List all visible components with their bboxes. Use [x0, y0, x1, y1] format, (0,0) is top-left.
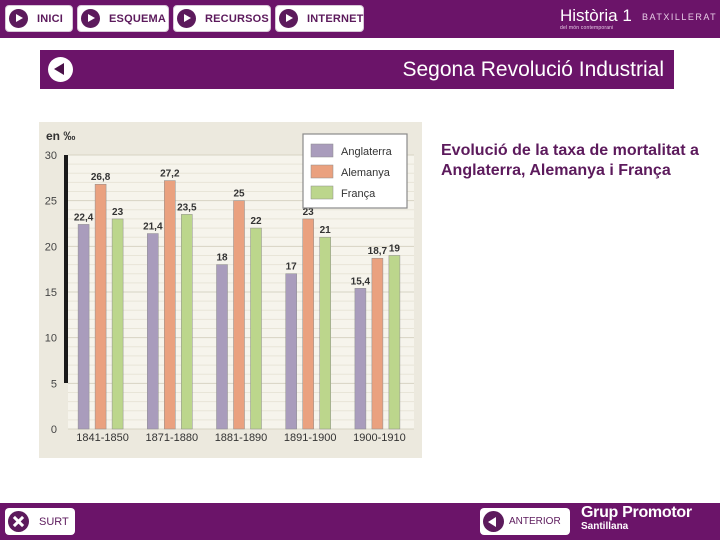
data-label: 15,4: [351, 276, 371, 287]
brand-subtitle: del món contemporani: [560, 25, 614, 31]
chart-svg: 0 5 10 15 20 25 30 en ‰ 22,4 26,8 23 1841-1850 21,4 2…: [45, 129, 414, 444]
previous-button-label: ANTERIOR: [509, 516, 561, 527]
legend-label: Anglaterra: [341, 146, 393, 158]
nav-button-label: RECURSOS: [205, 12, 269, 25]
bar: [233, 200, 245, 430]
mortality-chart: 0 5 10 15 20 25 30 en ‰ 22,4 26,8 23 1841-1850 21,4 2…: [39, 122, 422, 458]
back-arrow-icon[interactable]: [48, 57, 73, 82]
data-label: 27,2: [160, 169, 180, 180]
bar: [216, 264, 228, 430]
logo-line2: Santillana: [581, 521, 629, 532]
nav-button-internet[interactable]: INTERNET: [275, 5, 364, 32]
bar: [285, 273, 297, 430]
y-tick-label: 15: [45, 287, 57, 299]
y-tick-label: 30: [45, 150, 57, 162]
data-label: 25: [233, 189, 245, 200]
logo-line1: Grup Promotor: [581, 504, 692, 521]
x-tick-label: 1871-1880: [145, 432, 198, 444]
bar: [250, 227, 262, 430]
bar: [164, 180, 176, 430]
data-label: 21,4: [143, 222, 163, 233]
x-tick-label: 1900-1910: [353, 432, 406, 444]
data-label: 23,5: [177, 202, 197, 213]
legend-label: Alemanya: [341, 167, 391, 179]
y-tick-label: 25: [45, 196, 57, 208]
bar: [319, 236, 331, 430]
nav-button-label: ESQUEMA: [109, 12, 167, 25]
exit-button-label: SURT: [39, 515, 69, 528]
nav-button-label: INTERNET: [307, 12, 364, 25]
x-tick-label: 1881-1890: [215, 432, 268, 444]
legend-swatch: [310, 143, 334, 158]
legend-label: França: [341, 188, 376, 200]
chart-caption: Evolució de la taxa de mortalitat a Angl…: [441, 142, 699, 179]
data-label: 18,7: [368, 246, 388, 257]
bar: [371, 257, 384, 430]
brand-level: BATXILLERAT: [642, 12, 718, 22]
data-label: 23: [112, 207, 124, 218]
bar: [181, 214, 193, 430]
play-icon: [81, 9, 100, 28]
brand-title: Història 1: [560, 6, 632, 25]
exit-button[interactable]: SURT: [5, 508, 75, 535]
bar: [302, 218, 314, 430]
data-label: 18: [216, 253, 228, 264]
data-label: 19: [389, 243, 401, 254]
top-nav-bar: INICI ESQUEMA RECURSOS INTERNET Història…: [0, 0, 720, 38]
nav-button-recursos[interactable]: RECURSOS: [173, 5, 271, 32]
legend-swatch: [310, 164, 334, 179]
bar: [354, 288, 367, 430]
data-label: 22: [250, 216, 262, 227]
previous-button[interactable]: ANTERIOR: [480, 508, 570, 535]
data-label: 21: [320, 225, 332, 236]
x-tick-label: 1841-1850: [76, 432, 129, 444]
y-axis-bar: [64, 155, 68, 383]
bar: [388, 255, 401, 430]
legend-swatch: [310, 185, 334, 200]
nav-button-esquema[interactable]: ESQUEMA: [77, 5, 169, 32]
data-label: 23: [303, 207, 315, 218]
nav-button-label: INICI: [37, 12, 64, 25]
close-icon: [8, 511, 29, 532]
y-axis-label: en ‰: [46, 129, 75, 143]
play-icon: [279, 9, 298, 28]
y-tick-label: 10: [45, 333, 57, 345]
page-title: Segona Revolució Industrial: [402, 58, 665, 81]
back-arrow-icon: [483, 511, 504, 532]
publisher-logo: Grup Promotor Santillana: [581, 504, 692, 532]
play-icon: [9, 9, 28, 28]
y-tick-label: 0: [51, 424, 57, 436]
x-tick-label: 1891-1900: [284, 432, 337, 444]
title-bar: Segona Revolució Industrial: [40, 50, 674, 89]
data-label: 22,4: [74, 212, 94, 223]
bar: [94, 183, 107, 430]
y-tick-label: 5: [51, 378, 57, 390]
bottom-bar: SURT ANTERIOR Grup Promotor Santillana: [0, 503, 720, 540]
bar: [147, 233, 159, 430]
nav-button-inici[interactable]: INICI: [5, 5, 73, 32]
bar: [77, 224, 90, 430]
y-tick-label: 20: [45, 241, 57, 253]
data-label: 26,8: [91, 172, 111, 183]
data-label: 17: [286, 262, 298, 273]
play-icon: [177, 9, 196, 28]
bar: [111, 218, 124, 430]
